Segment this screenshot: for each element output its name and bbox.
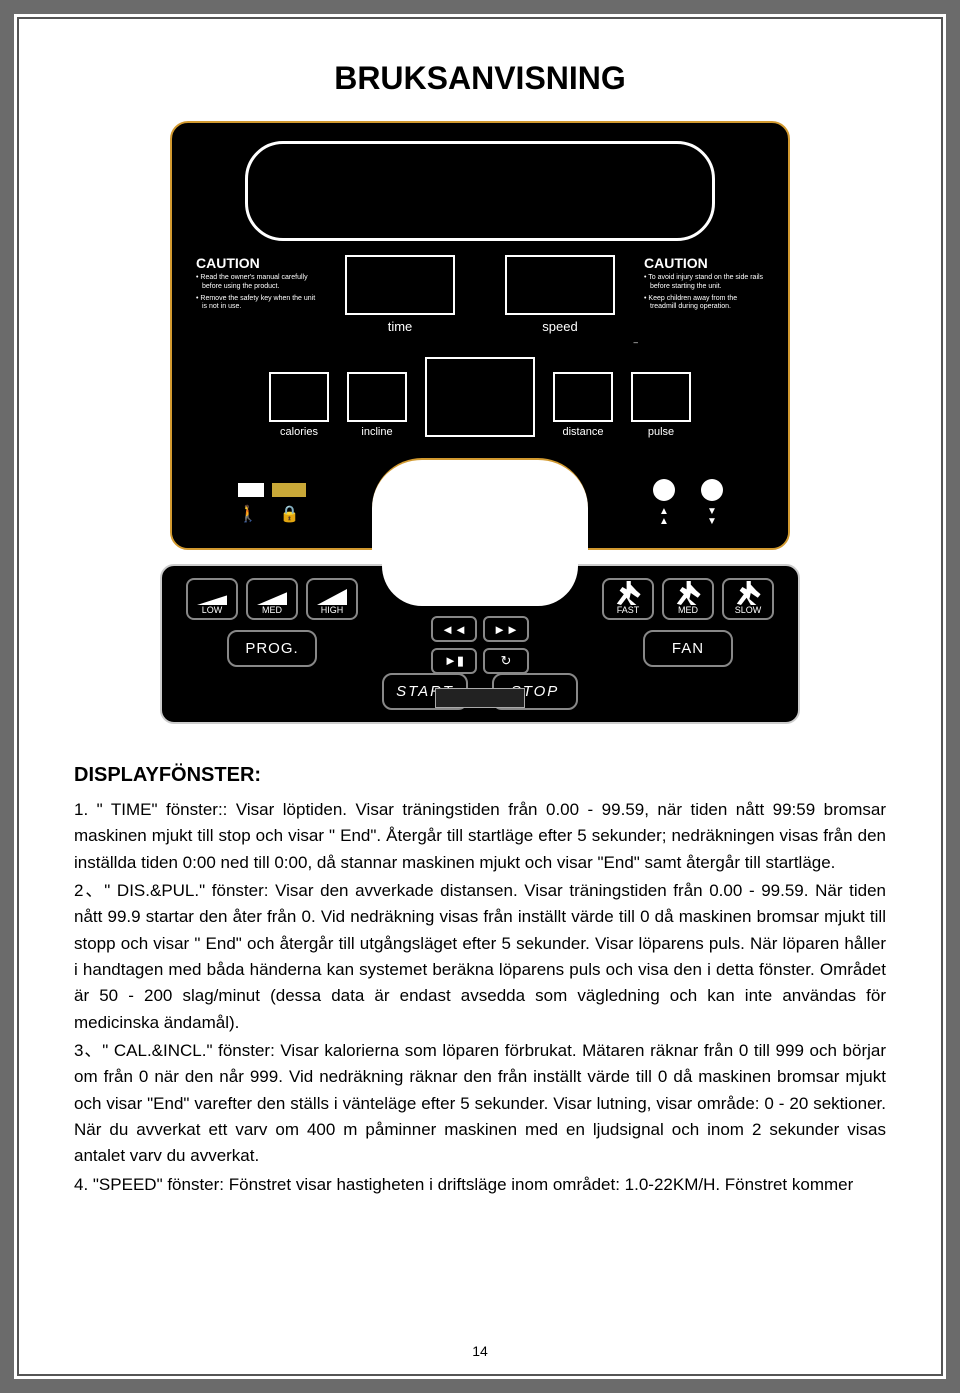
paragraph-3: 3、" CAL.&INCL." fönster: Visar kaloriern… <box>74 1038 886 1170</box>
incline-col: incline <box>347 372 407 438</box>
lock-icon: 🔒 <box>280 507 300 523</box>
speed-up-button[interactable] <box>653 479 675 501</box>
speed-side: FAST MED SLOW FAN <box>578 566 798 722</box>
person-icon: 🚶 <box>238 507 258 523</box>
time-window <box>345 255 455 315</box>
incline-low-button[interactable]: LOW <box>186 578 238 620</box>
bottom-left-pad: 🚶 🔒 <box>172 458 372 548</box>
bottom-right-pad: ▲▲ ▼▼ <box>588 458 788 548</box>
speed-slow-button[interactable]: SLOW <box>722 578 774 620</box>
incline-side: LOW MED HIGH PROG. <box>162 566 382 722</box>
speed-slow-label: SLOW <box>735 605 762 615</box>
speed-window-col: speed <box>505 255 615 334</box>
section-heading: DISPLAYFÖNSTER: <box>74 760 886 791</box>
runner-slow-icon <box>734 581 762 605</box>
console-bottom: 🚶 🔒 ▲▲ ▼▼ <box>172 448 788 548</box>
media-buttons: ◄◄ ►► ►▮ ↻ <box>431 616 529 674</box>
caution-left-bullet-2: • Remove the safety key when the unit is… <box>196 295 316 313</box>
indicator-yellow <box>272 483 306 497</box>
fan-label: FAN <box>672 640 704 657</box>
center-controls: ◄◄ ►► ►▮ ↻ START STOP <box>382 566 578 722</box>
up-arrows-icon: ▲▲ <box>659 507 669 527</box>
rewind-button[interactable]: ◄◄ <box>431 616 477 642</box>
calories-window <box>269 372 329 422</box>
speed-med-button[interactable]: MED <box>662 578 714 620</box>
wedge-low-icon <box>197 589 227 605</box>
time-window-col: time <box>345 255 455 334</box>
incline-med-button[interactable]: MED <box>246 578 298 620</box>
runner-fast-icon <box>614 581 642 605</box>
page-number: 14 <box>14 1343 946 1359</box>
main-display-window <box>245 141 715 241</box>
incline-buttons: LOW MED HIGH <box>178 578 366 620</box>
down-arrows-icon: ▼▼ <box>707 507 717 527</box>
incline-high-label: HIGH <box>321 605 344 615</box>
speed-label: speed <box>505 319 615 334</box>
caution-right-bullet-1: • To avoid injury stand on the side rail… <box>644 274 764 292</box>
prog-button[interactable]: PROG. <box>227 630 317 667</box>
caution-left-text: • Read the owner's manual carefully befo… <box>196 274 316 312</box>
mid-row: CAUTION • Read the owner's manual carefu… <box>172 241 788 334</box>
speed-fast-button[interactable]: FAST <box>602 578 654 620</box>
speed-window <box>505 255 615 315</box>
manual-page: BRUKSANVISNING CAUTION • Read the owner'… <box>0 0 960 1393</box>
forward-button[interactable]: ►► <box>483 616 529 642</box>
indicator-white <box>238 483 264 497</box>
incline-window <box>347 372 407 422</box>
calories-col: calories <box>269 372 329 438</box>
pulse-window <box>631 372 691 422</box>
prog-label: PROG. <box>245 640 298 657</box>
body-text: DISPLAYFÖNSTER: 1. " TIME" fönster:: Vis… <box>74 760 886 1198</box>
small-windows-row: calories incline distance pulse <box>172 372 788 438</box>
lower-control-panel: LOW MED HIGH PROG. ◄◄ ►► ►▮ <box>160 564 800 724</box>
sub-dash: – <box>172 338 788 344</box>
runner-med-icon <box>674 581 702 605</box>
pulse-col: pulse <box>631 372 691 438</box>
speed-fast-label: FAST <box>617 605 640 615</box>
speed-med-label: MED <box>678 605 698 615</box>
paragraph-4: 4. "SPEED" fönster: Fönstret visar hasti… <box>74 1172 886 1198</box>
center-window <box>425 357 535 437</box>
caution-right-title: CAUTION <box>644 255 764 271</box>
incline-med-label: MED <box>262 605 282 615</box>
distance-label: distance <box>553 426 613 438</box>
left-indicator-group: 🚶 🔒 <box>238 483 306 523</box>
wedge-med-icon <box>257 589 287 605</box>
page-title: BRUKSANVISNING <box>74 60 886 97</box>
caution-left: CAUTION • Read the owner's manual carefu… <box>196 255 316 334</box>
time-speed-windows: time speed <box>345 255 615 334</box>
distance-window <box>553 372 613 422</box>
pulse-label: pulse <box>631 426 691 438</box>
paragraph-1: 1. " TIME" fönster:: Visar löptiden. Vis… <box>74 797 886 876</box>
incline-low-label: LOW <box>202 605 223 615</box>
paragraph-2: 2、" DIS.&PUL." fönster: Visar den avverk… <box>74 878 886 1036</box>
caution-left-title: CAUTION <box>196 255 316 271</box>
calories-label: calories <box>269 426 329 438</box>
right-indicator-group: ▲▲ ▼▼ <box>653 479 723 527</box>
caution-left-bullet-1: • Read the owner's manual carefully befo… <box>196 274 316 292</box>
safety-key-slot <box>435 688 525 708</box>
speed-down-button[interactable] <box>701 479 723 501</box>
caution-right-bullet-2: • Keep children away from the treadmill … <box>644 295 764 313</box>
center-bank-col <box>425 372 535 438</box>
wedge-high-icon <box>317 589 347 605</box>
fan-button[interactable]: FAN <box>643 630 733 667</box>
caution-right: CAUTION • To avoid injury stand on the s… <box>644 255 764 334</box>
incline-high-button[interactable]: HIGH <box>306 578 358 620</box>
loop-button[interactable]: ↻ <box>483 648 529 674</box>
caution-right-text: • To avoid injury stand on the side rail… <box>644 274 764 312</box>
console-display-panel: CAUTION • Read the owner's manual carefu… <box>170 121 790 550</box>
console-cutout <box>372 458 588 550</box>
time-label: time <box>345 319 455 334</box>
play-pause-button[interactable]: ►▮ <box>431 648 477 674</box>
distance-col: distance <box>553 372 613 438</box>
center-cutout <box>382 564 578 606</box>
speed-buttons: FAST MED SLOW <box>594 578 782 620</box>
incline-label: incline <box>347 426 407 438</box>
